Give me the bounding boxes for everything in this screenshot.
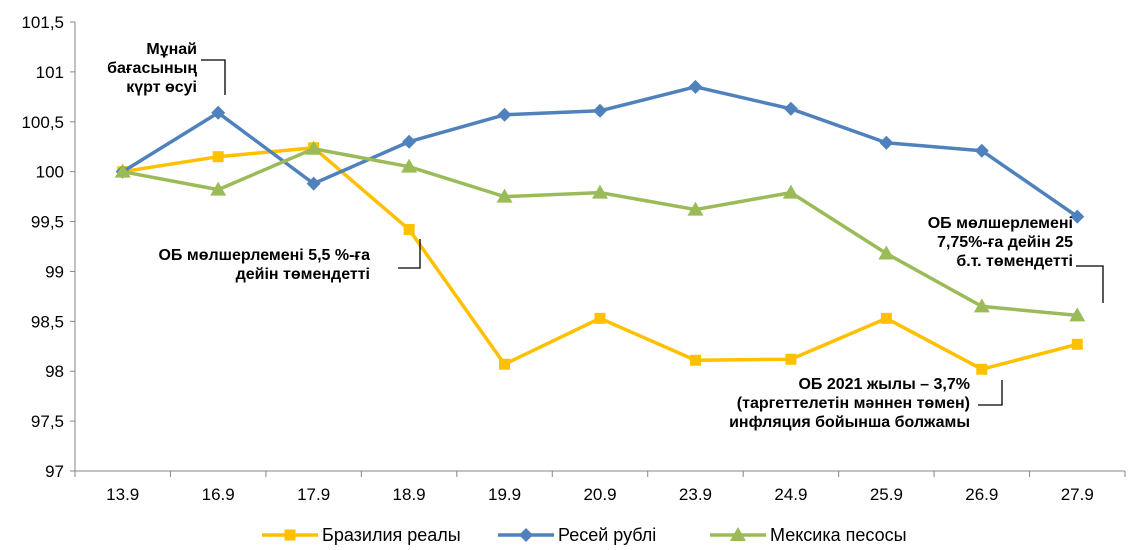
x-tick-label: 26.9: [965, 485, 998, 504]
x-tick-label: 24.9: [774, 485, 807, 504]
series-2-point: [974, 143, 989, 158]
legend-marker: [730, 527, 746, 541]
annotation-line: дейін төмендетті: [236, 266, 370, 283]
annotation-1: Мұнай бағасының күрт өсуі: [107, 41, 197, 96]
y-tick-label: 98,5: [31, 312, 64, 331]
y-tick-label: 98: [45, 362, 64, 381]
series-3-point: [592, 184, 608, 199]
x-tick-label: 18.9: [393, 485, 426, 504]
legend: Бразилия реалы Ресей рублі Мексика песосы: [262, 525, 907, 545]
series-3-line: [122, 146, 1078, 318]
series-2-point: [211, 105, 226, 120]
annotation-line: (таргеттелетін мәннен төмен): [737, 395, 970, 412]
series-2-point: [783, 101, 798, 116]
legend-label: Ресей рублі: [558, 525, 656, 545]
series-2-point: [688, 79, 703, 94]
annotation-leader-line: [201, 59, 226, 95]
legend-label: Мексика песосы: [770, 525, 907, 545]
series-3-point: [401, 158, 418, 173]
legend-item: Ресей рублі: [498, 525, 656, 545]
legend-item: Бразилия реалы: [262, 525, 461, 545]
series-1-point: [499, 358, 511, 370]
y-tick-label: 99: [45, 262, 64, 281]
annotation-2: ОБ мөлшерлемені 5,5 %-ға дейін төмендетті: [158, 247, 370, 283]
annotation-line: бағасының: [107, 60, 197, 77]
annotation-line: күрт өсуі: [126, 79, 197, 96]
annotation-line: ОБ мөлшерлемені 5,5 %-ға: [158, 247, 370, 264]
y-tick-label: 97,5: [31, 412, 64, 431]
annotation-line: Мұнай: [146, 41, 197, 58]
x-tick-label: 20.9: [583, 485, 616, 504]
x-tick-label: 23.9: [679, 485, 712, 504]
series-2-point: [402, 134, 417, 149]
annotation-line: 7,75%-ға дейін 25: [937, 234, 1073, 251]
y-tick-label: 99,5: [31, 213, 64, 232]
series-3-point: [305, 140, 322, 155]
annotation-leader-line: [398, 239, 421, 269]
annotation-line: ОБ мөлшерлемені: [928, 215, 1073, 232]
series-3-point: [878, 245, 895, 260]
y-tick-label: 100,5: [21, 113, 64, 132]
series-2-point: [306, 176, 321, 191]
series-2-point: [1070, 209, 1085, 224]
series-2-point: [497, 107, 512, 122]
x-tick-label: 25.9: [870, 485, 903, 504]
series-1-point: [212, 151, 224, 163]
series-3-point: [496, 188, 513, 203]
y-tick-label: 101: [36, 63, 64, 82]
x-tick-label: 13.9: [106, 485, 139, 504]
series-1-point: [689, 354, 701, 366]
x-tick-label: 17.9: [297, 485, 330, 504]
annotation-3: ОБ мөлшерлемені 7,75%-ға дейін 25 б.т. төм…: [928, 215, 1073, 270]
annotation-line: ОБ 2021 жылы – 3,7%: [798, 376, 970, 393]
series-3: [114, 140, 1086, 322]
legend-marker: [284, 529, 296, 541]
series-1-point: [880, 312, 892, 324]
y-tick-label: 100: [36, 163, 64, 182]
legend-marker: [519, 528, 533, 542]
series-1-point: [1071, 338, 1083, 350]
x-tick-label: 27.9: [1061, 485, 1094, 504]
series-3-point: [114, 163, 131, 178]
y-tick-label: 97: [45, 462, 64, 481]
annotation-line: б.т. төмендетті: [956, 253, 1073, 270]
series-3-point: [782, 184, 799, 199]
x-tick-label: 16.9: [202, 485, 235, 504]
annotation-leader-line: [1076, 265, 1104, 303]
annotation-line: инфляция бойынша болжамы: [729, 414, 970, 431]
series-1-point: [594, 312, 606, 324]
series-3-point: [973, 298, 990, 313]
y-tick-label: 101,5: [21, 13, 64, 32]
legend-item: Мексика песосы: [710, 525, 907, 545]
series-3-point: [687, 201, 704, 216]
series-1-point: [403, 224, 415, 236]
series-1-point: [976, 363, 988, 375]
x-tick-label: 19.9: [488, 485, 521, 504]
series-3-point: [1069, 307, 1086, 322]
series-2-point: [593, 103, 607, 118]
annotation-leader-line: [978, 380, 1003, 406]
series-1-point: [785, 353, 797, 365]
annotation-4: ОБ 2021 жылы – 3,7% (таргеттелетін мәннен…: [729, 376, 970, 431]
series-2-point: [879, 135, 894, 150]
series-3-point: [210, 181, 227, 196]
legend-label: Бразилия реалы: [322, 525, 461, 545]
series-1: [117, 142, 1083, 375]
